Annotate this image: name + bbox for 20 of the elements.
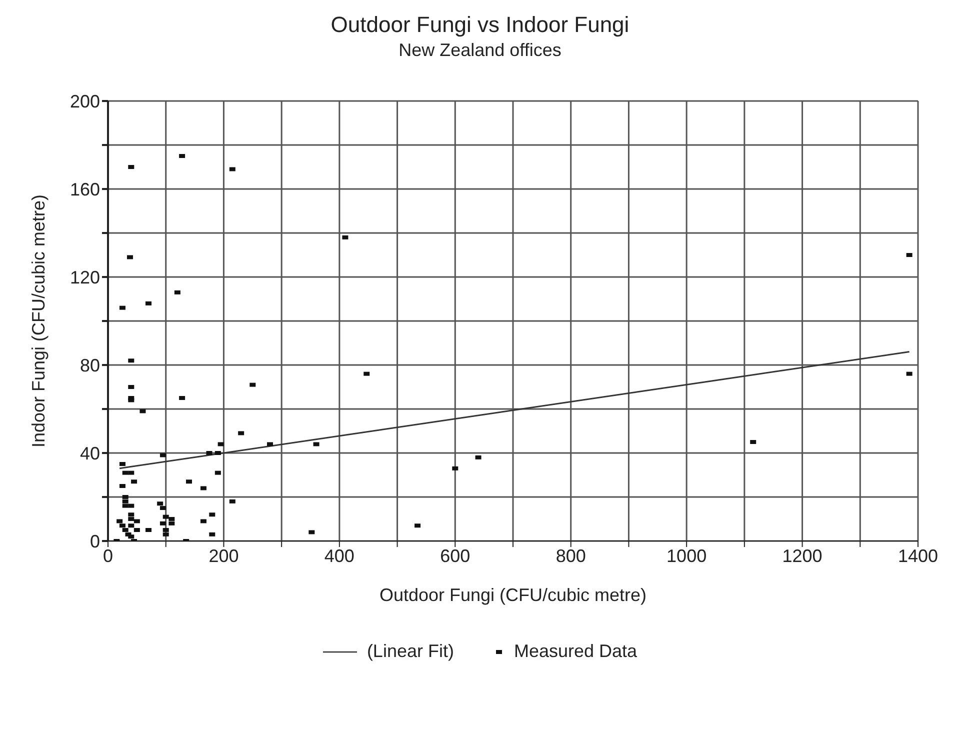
x-tick-label: 800: [556, 546, 586, 566]
x-tick-label: 0: [102, 546, 114, 566]
x-axis-title: Outdoor Fungi (CFU/cubic metre): [379, 585, 647, 605]
chart-title: Outdoor Fungi vs Indoor Fungi: [330, 12, 630, 38]
legend-label: (Linear Fit): [366, 641, 454, 662]
x-tick-label: 1200: [782, 546, 822, 566]
y-tick-label: 160: [70, 179, 100, 200]
y-tick-label: 80: [80, 355, 100, 376]
chart-subtitle: New Zealand offices: [398, 40, 562, 61]
legend-label: Measured Data: [514, 641, 638, 662]
x-tick-label: 1000: [666, 546, 707, 566]
x-tick-label: 1400: [898, 546, 938, 566]
y-tick-label: 0: [90, 531, 100, 552]
y-tick-label: 40: [80, 443, 100, 464]
x-tick-label: 400: [324, 546, 354, 566]
y-tick-label: 200: [70, 91, 100, 112]
x-tick-label: 200: [208, 546, 239, 566]
x-tick-label: 600: [440, 546, 470, 566]
y-tick-label: 120: [70, 267, 100, 288]
y-axis-title: Indoor Fungi (CFU/cubic metre): [28, 194, 48, 448]
